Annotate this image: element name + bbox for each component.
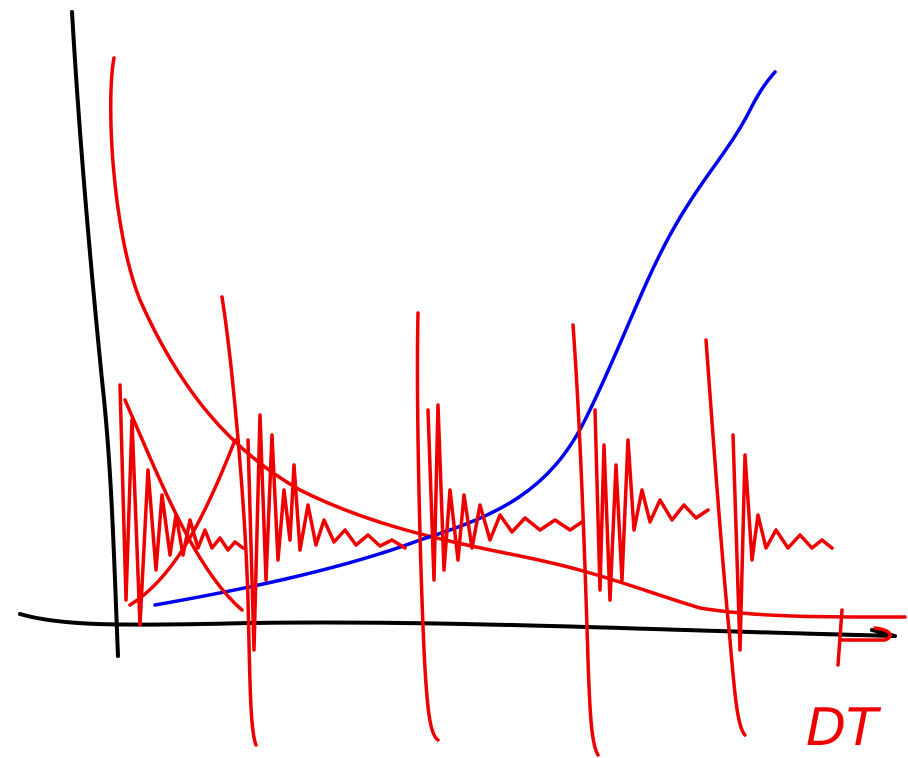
background (0, 0, 908, 758)
sketch: DT (0, 0, 908, 758)
axis-label: DT (806, 698, 882, 758)
